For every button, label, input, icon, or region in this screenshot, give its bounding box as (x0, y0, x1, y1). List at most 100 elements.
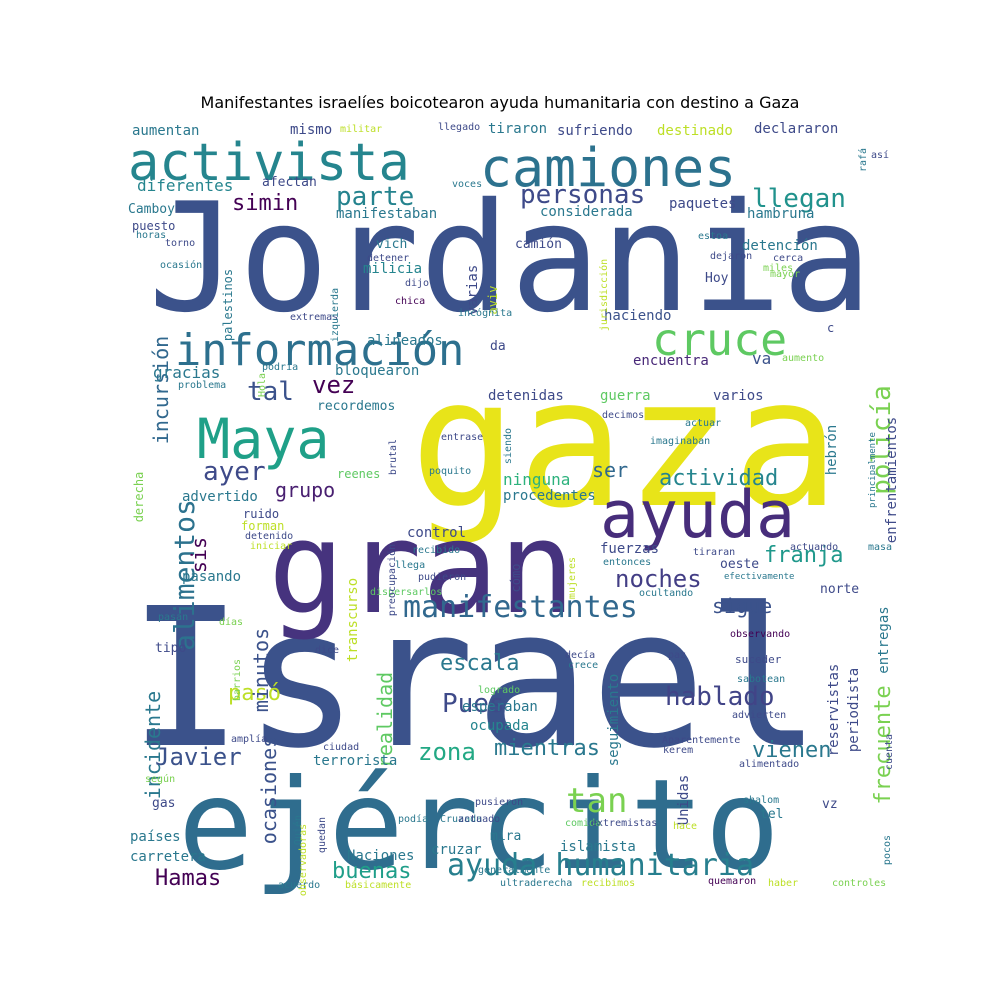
word-mujeres: mujeres (567, 557, 578, 599)
word-reservistas: reservistas (826, 664, 842, 757)
word-mientras: mientras (494, 736, 600, 761)
word-observadoras: observadoras (298, 824, 309, 896)
word-advertido: advertido (182, 489, 258, 505)
word-cruzada: Cruzada (440, 814, 482, 825)
word-mismo: mismo (290, 122, 332, 138)
word-decimos: decimos (602, 410, 644, 421)
word-ninguna: ninguna (503, 470, 570, 489)
word-kerem: kerem (663, 745, 693, 756)
word-hace: hace (673, 821, 697, 832)
word-paz: paz (668, 650, 686, 661)
word-policía: policía (867, 385, 897, 495)
word-barrios: barrios (232, 659, 243, 701)
word-hamas: Hamas (155, 866, 221, 891)
word-extremas: extremas (290, 312, 338, 323)
word-procedentes: procedentes (503, 488, 596, 504)
word-cerca: cerca (773, 253, 803, 264)
word-llega: llega (395, 560, 425, 571)
word-observando: observando (730, 629, 790, 640)
word-pasan: pasan (158, 612, 188, 623)
word-activista: activista (128, 133, 410, 193)
word-alimentos: alimentos (168, 499, 201, 651)
word-así: así (871, 149, 889, 161)
word-pasó: pasó (228, 681, 281, 706)
word-detener: detener (367, 253, 409, 264)
word-recibido: recibido (412, 545, 460, 556)
word-aumento: aumento (782, 353, 824, 364)
word-crece: crece (568, 660, 598, 671)
word-camión: camión (515, 237, 562, 252)
word-sis: sis (187, 537, 211, 573)
word-ultraderecha: ultraderecha (500, 878, 572, 889)
word-quemaron: quemaron (708, 876, 756, 887)
word-forman: forman (241, 519, 284, 533)
word-entonces: entonces (603, 557, 651, 568)
word-llegado: llegado (438, 122, 480, 133)
word-mira: mira (490, 829, 521, 844)
word-alimentado: alimentado (739, 759, 799, 770)
word-detenidas: detenidas (488, 388, 564, 404)
word-incursión: incursión (149, 336, 173, 444)
word-alineados: alineados (367, 333, 443, 349)
word-horas: horas (136, 230, 166, 241)
word-mayor: mayor (770, 269, 800, 280)
word-esperaban: esperaban (462, 699, 538, 715)
word-comida: comida (565, 818, 601, 829)
word-imaginaban: imaginaban (650, 436, 710, 447)
word-preocupación: preocupación (386, 544, 398, 616)
word-entregas: entregas (876, 606, 892, 673)
word-aviv: aviv (486, 286, 500, 315)
word-ayer: ayer (203, 457, 266, 487)
word-quedan: quedan (317, 817, 328, 853)
word-pues: Pues (442, 689, 505, 719)
word-camboy: Camboy (128, 202, 175, 217)
word-incógnita: incógnita (458, 307, 512, 319)
word-javier: Javier (155, 743, 242, 771)
word-problema: problema (178, 380, 226, 391)
word-vich: vich (376, 237, 407, 252)
word-cómo: cómo (509, 564, 523, 593)
word-suceder: suceder (735, 653, 782, 666)
word-milicia: milicia (363, 261, 422, 277)
word-dejaron: dejaron (710, 251, 752, 262)
word-gas: gas (152, 796, 175, 811)
word-varios: varios (713, 388, 764, 404)
word-manifestantes: manifestantes (403, 590, 638, 625)
word-información: información (175, 325, 464, 376)
word-terrorista: terrorista (313, 753, 397, 769)
word-detenido: detenido (245, 531, 293, 542)
word-control: control (407, 525, 466, 541)
word-ocupada: ocupada (470, 718, 529, 734)
word-considerada: considerada (540, 204, 633, 220)
word-carretera: carretera (130, 849, 206, 865)
word-controles: controles (832, 878, 886, 889)
word-aumentan: aumentan (132, 123, 199, 139)
word-siendo: siendo (503, 428, 514, 464)
word-entrase: entrase (441, 432, 483, 443)
word-actividad: actividad (659, 466, 778, 491)
word-advierten: advierten (732, 710, 786, 721)
word-tiraran: tiraran (693, 547, 735, 558)
word-torno: torno (165, 238, 195, 249)
word-frecuente: frecuente (871, 685, 896, 804)
word-izquierda: izquierda (330, 288, 341, 342)
word-amplía: amplía (231, 733, 267, 745)
word-buenas: buenas (332, 859, 411, 884)
word-hoy: Hoy (705, 271, 729, 286)
word-c: c (827, 321, 834, 335)
word-varias: varias (465, 265, 481, 316)
word-militar: militar (340, 124, 382, 135)
word-ciudad: ciudad (323, 742, 359, 753)
word-enfrentamientos: enfrentamientos (884, 417, 900, 543)
word-hola: Hola (257, 373, 268, 397)
word-tiraron: tiraron (488, 121, 547, 137)
word-ocasión: ocasión (160, 259, 202, 271)
word-actuado: actuado (458, 814, 500, 825)
word-generalmente: generalmente (478, 865, 550, 876)
word-acuerdo: acuerdo (278, 880, 320, 891)
word-personas: personas (520, 180, 645, 210)
word-vz: vz (822, 797, 838, 812)
word-da: da (490, 339, 506, 354)
word-países: países (130, 829, 181, 845)
